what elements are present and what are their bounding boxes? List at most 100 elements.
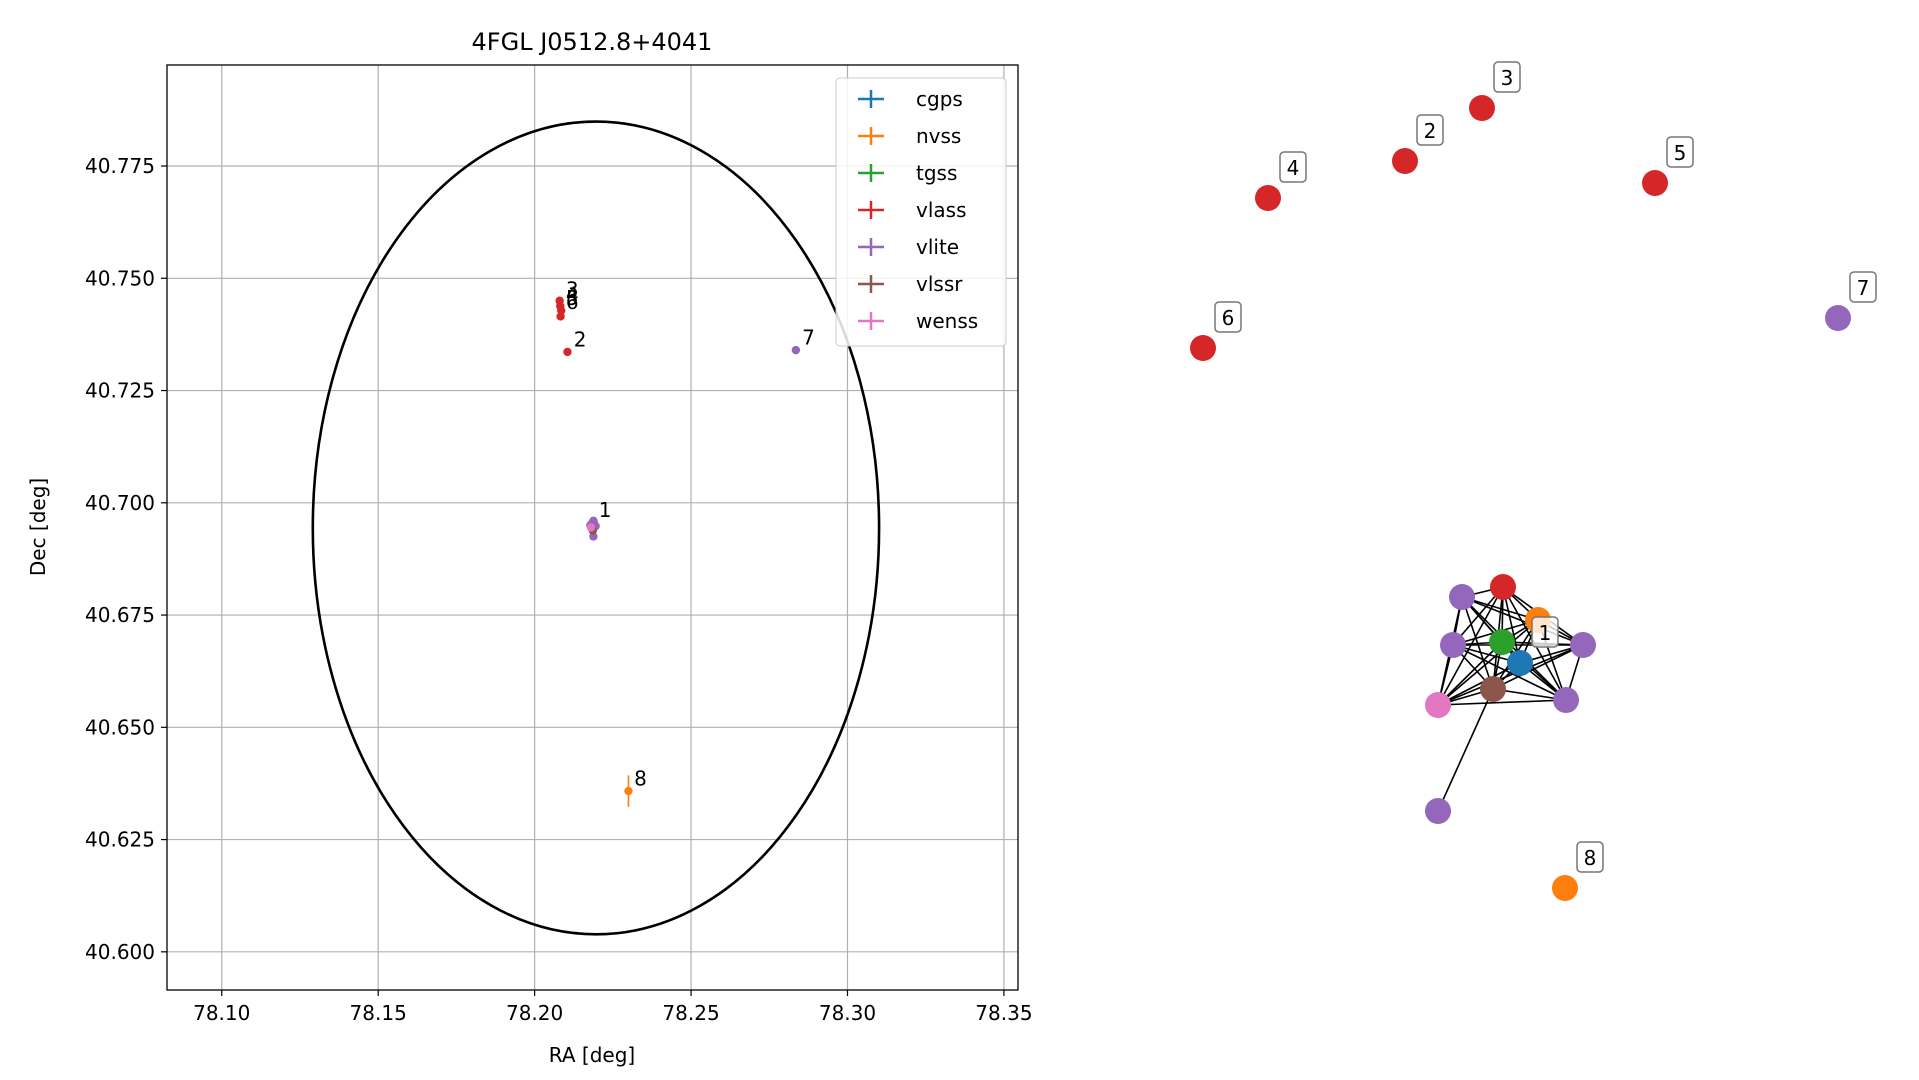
- x-tick-label: 78.30: [819, 1001, 876, 1025]
- y-tick-label: 40.625: [85, 828, 155, 852]
- network-edge: [1437, 662, 1521, 706]
- network-node: [1449, 584, 1475, 610]
- plot-frame: [166, 64, 1019, 991]
- node-label-box: [1279, 151, 1307, 183]
- node-label-box: [1849, 271, 1877, 303]
- source-point-vlite: [791, 345, 801, 355]
- network-node: [1469, 95, 1495, 121]
- node-label-text: 4: [1287, 156, 1300, 180]
- network-node: [1489, 629, 1515, 655]
- node-label: 2: [1416, 114, 1444, 146]
- network-node: [1553, 687, 1579, 713]
- network-node: [1440, 632, 1466, 658]
- chart-title: 4FGL J0512.8+4041: [472, 28, 713, 56]
- network-edge: [1492, 644, 1584, 690]
- node-label-text: 5: [1674, 141, 1687, 165]
- grid-lines: [167, 65, 1018, 990]
- network-node: [1255, 185, 1281, 211]
- node-label: 6: [1214, 301, 1242, 333]
- y-tick-label: 40.775: [85, 154, 155, 178]
- network-node: [1490, 574, 1516, 600]
- source-annotation: 7: [802, 326, 815, 350]
- x-tick-label: 78.25: [662, 1001, 719, 1025]
- source-annotation: 5: [566, 286, 579, 310]
- node-label-text: 3: [1501, 66, 1514, 90]
- x-tick-label: 78.20: [506, 1001, 563, 1025]
- legend-frame: [835, 77, 1007, 347]
- y-tick-label: 40.700: [85, 491, 155, 515]
- legend-label-vlite: vlite: [916, 235, 959, 259]
- y-tick-label: 40.750: [85, 266, 155, 290]
- node-label: 3: [1493, 61, 1521, 93]
- y-tick-label: 40.725: [85, 379, 155, 403]
- x-tick-label: 78.10: [193, 1001, 250, 1025]
- node-label-text: 6: [1222, 306, 1235, 330]
- source-point-wenss: [586, 523, 596, 532]
- node-label: 8: [1576, 841, 1604, 873]
- network-edge: [1461, 596, 1539, 621]
- network-labels: 1 2 3 4 5 6 7 8: [1214, 61, 1877, 873]
- network-node: [1392, 148, 1418, 174]
- node-label: 5: [1666, 136, 1694, 168]
- legend-label-vlass: vlass: [916, 198, 967, 222]
- node-label-box: [1214, 301, 1242, 333]
- node-label: 7: [1849, 271, 1877, 303]
- source-point-nvss: [624, 786, 633, 796]
- network-edge: [1452, 644, 1567, 701]
- x-tick-label: 78.15: [350, 1001, 407, 1025]
- y-tick-label: 40.650: [85, 715, 155, 739]
- y-tick-label: 40.600: [85, 940, 155, 964]
- error-circle: [311, 120, 881, 936]
- network-node: [1570, 632, 1596, 658]
- legend-label-nvss: nvss: [916, 124, 961, 148]
- node-label-text: 7: [1857, 276, 1870, 300]
- node-label-box: [1576, 841, 1604, 873]
- node-label-text: 2: [1424, 119, 1437, 143]
- legend-label-vlssr: vlssr: [916, 272, 963, 296]
- network-edge: [1437, 688, 1494, 812]
- y-axis-ticks: 40.600 40.625 40.650 40.675 40.700 40.725 40.7…: [85, 154, 167, 964]
- network-node: [1507, 650, 1533, 676]
- error-circle-layer: [311, 120, 881, 936]
- node-label: 1: [1531, 616, 1559, 648]
- network-edge: [1437, 586, 1504, 706]
- y-axis-label: Dec [deg]: [26, 478, 50, 576]
- y-tick-label: 40.675: [85, 603, 155, 627]
- network-node: [1425, 798, 1451, 824]
- source-annotation: 8: [634, 767, 647, 791]
- legend-label-tgss: tgss: [916, 161, 957, 185]
- network-edge: [1501, 641, 1567, 701]
- node-label-box: [1666, 136, 1694, 168]
- source-annotation: 2: [574, 328, 587, 352]
- x-axis-label: RA [deg]: [549, 1043, 635, 1067]
- legend: cgps nvss tgss vlass vlite vlssr wenss: [835, 77, 1007, 347]
- node-label-text: 1: [1539, 621, 1552, 645]
- network-node: [1190, 335, 1216, 361]
- node-label-text: 8: [1584, 846, 1597, 870]
- legend-items: cgps nvss tgss vlass vlite vlssr wenss: [858, 87, 978, 333]
- node-label-box: [1416, 114, 1444, 146]
- source-point-vlass: [556, 312, 565, 321]
- node-label: 4: [1279, 151, 1307, 183]
- source-annotation: 4: [566, 283, 579, 307]
- network-node: [1825, 305, 1851, 331]
- source-annotation: 3: [566, 277, 579, 301]
- legend-label-wenss: wenss: [916, 309, 978, 333]
- association-network: 1 2 3 4 5 6 7 8: [1190, 61, 1877, 901]
- network-edge: [1437, 641, 1503, 706]
- legend-label-cgps: cgps: [916, 87, 963, 111]
- x-tick-label: 78.35: [975, 1001, 1032, 1025]
- network-node: [1480, 676, 1506, 702]
- network-edge: [1437, 644, 1584, 706]
- network-node: [1425, 692, 1451, 718]
- source-annotation: 1: [599, 498, 612, 522]
- node-label-box: [1531, 616, 1559, 648]
- node-label-box: [1493, 61, 1521, 93]
- source-annotation: 6: [566, 290, 579, 314]
- network-node: [1552, 875, 1578, 901]
- data-points: [555, 296, 801, 807]
- x-axis-ticks: 78.10 78.15 78.20 78.25 78.30 78.35: [193, 990, 1033, 1025]
